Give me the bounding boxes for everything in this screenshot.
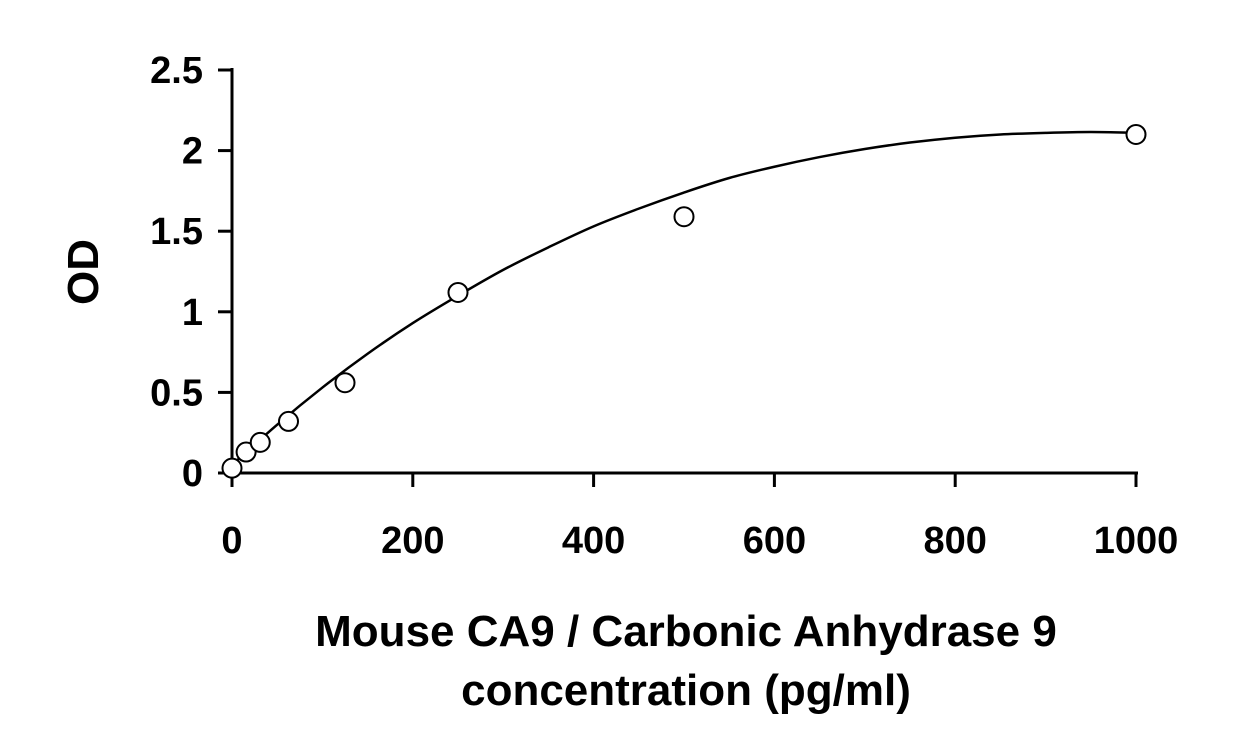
fit-curve-layer xyxy=(231,130,1137,466)
axis-labels: OD Mouse CA9 / Carbonic Anhydrase 9 conc… xyxy=(59,239,1057,715)
x-tick-label: 1000 xyxy=(1094,520,1179,562)
y-axis-title: OD xyxy=(59,239,108,305)
data-point xyxy=(249,431,271,453)
y-tick-label: 2.5 xyxy=(150,50,203,92)
x-tick-label: 800 xyxy=(923,520,986,562)
data-point xyxy=(278,410,299,432)
axes: 0 0.5 1 1.5 2 2.5 0 200 400 600 800 1000 xyxy=(150,50,1178,562)
x-tick-label: 0 xyxy=(221,520,242,562)
x-tick-label: 400 xyxy=(562,520,625,562)
data-point xyxy=(1125,123,1147,145)
y-tick-label: 0.5 xyxy=(150,372,203,414)
x-axis-title-line-1: Mouse CA9 / Carbonic Anhydrase 9 xyxy=(315,607,1057,656)
data-point xyxy=(235,441,257,463)
fit-curve-line xyxy=(231,130,1137,466)
y-tick-label: 0 xyxy=(182,453,203,495)
y-tick-label: 2 xyxy=(182,131,203,173)
x-tick-label: 200 xyxy=(381,520,444,562)
y-tick-label: 1 xyxy=(182,292,203,334)
x-tick-label: 600 xyxy=(743,520,806,562)
data-point xyxy=(221,457,243,479)
x-axis-title-line-2: concentration (pg/ml) xyxy=(461,666,911,715)
data-points-layer xyxy=(221,123,1147,479)
y-tick-label: 1.5 xyxy=(150,211,203,253)
data-point xyxy=(334,372,356,394)
data-point xyxy=(447,281,469,303)
data-point xyxy=(673,206,695,228)
